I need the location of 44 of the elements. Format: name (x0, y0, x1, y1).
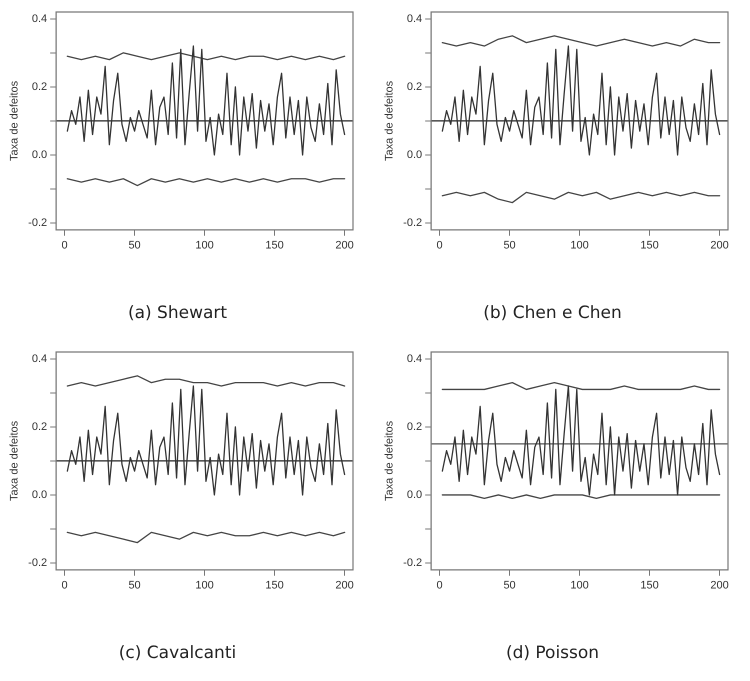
y-tick-label: 0.2 (32, 80, 48, 93)
x-tick-label: 0 (436, 579, 443, 592)
x-tick-label: 50 (128, 579, 141, 592)
x-tick-label: 100 (570, 579, 589, 592)
x-tick-label: 200 (335, 239, 354, 252)
x-tick-label: 100 (195, 239, 214, 252)
y-tick-label: 0.0 (32, 488, 48, 501)
text: (d) Poisson (504, 643, 600, 663)
x-tick-label: 50 (503, 579, 516, 592)
x-tick-label: 200 (710, 579, 729, 592)
x-tick-label: 0 (436, 239, 443, 252)
x-tick-label: 200 (710, 239, 729, 252)
x-tick-label: 150 (640, 579, 659, 592)
x-tick-label: 0 (61, 239, 68, 252)
x-tick-label: 50 (503, 239, 516, 252)
y-tick-label: -0.2 (403, 557, 422, 570)
x-tick-label: 150 (265, 239, 284, 252)
y-tick-label: 0.4 (32, 12, 48, 25)
x-tick-label: 200 (335, 579, 354, 592)
x-tick-label: 100 (570, 239, 589, 252)
y-axis-title: Taxa de defeitos (8, 420, 21, 501)
text: (c) Cavalcanti (118, 643, 238, 663)
x-tick-label: 50 (128, 239, 141, 252)
x-tick-label: 150 (265, 579, 284, 592)
y-tick-label: 0.4 (32, 352, 48, 365)
y-tick-label: 0.2 (406, 80, 422, 93)
y-tick-label: 0.4 (406, 12, 422, 25)
y-axis-title: Taxa de defeitos (384, 420, 396, 501)
y-tick-label: 0.4 (406, 352, 422, 365)
text: (a) Shewart (126, 303, 228, 323)
y-axis-title: Taxa de defeitos (384, 80, 396, 161)
y-tick-label: -0.2 (28, 557, 48, 570)
y-tick-label: 0.0 (406, 148, 422, 161)
x-tick-label: 0 (61, 579, 68, 592)
text: (b) Chen e Chen (482, 303, 623, 323)
y-tick-label: 0.0 (406, 488, 422, 501)
y-tick-label: 0.2 (406, 420, 422, 433)
x-tick-label: 100 (195, 579, 214, 592)
y-tick-label: -0.2 (403, 217, 422, 230)
x-tick-label: 150 (640, 239, 659, 252)
y-tick-label: -0.2 (28, 217, 48, 230)
y-tick-label: 0.0 (32, 148, 48, 161)
y-tick-label: 0.2 (32, 420, 48, 433)
y-axis-title: Taxa de defeitos (8, 80, 21, 161)
